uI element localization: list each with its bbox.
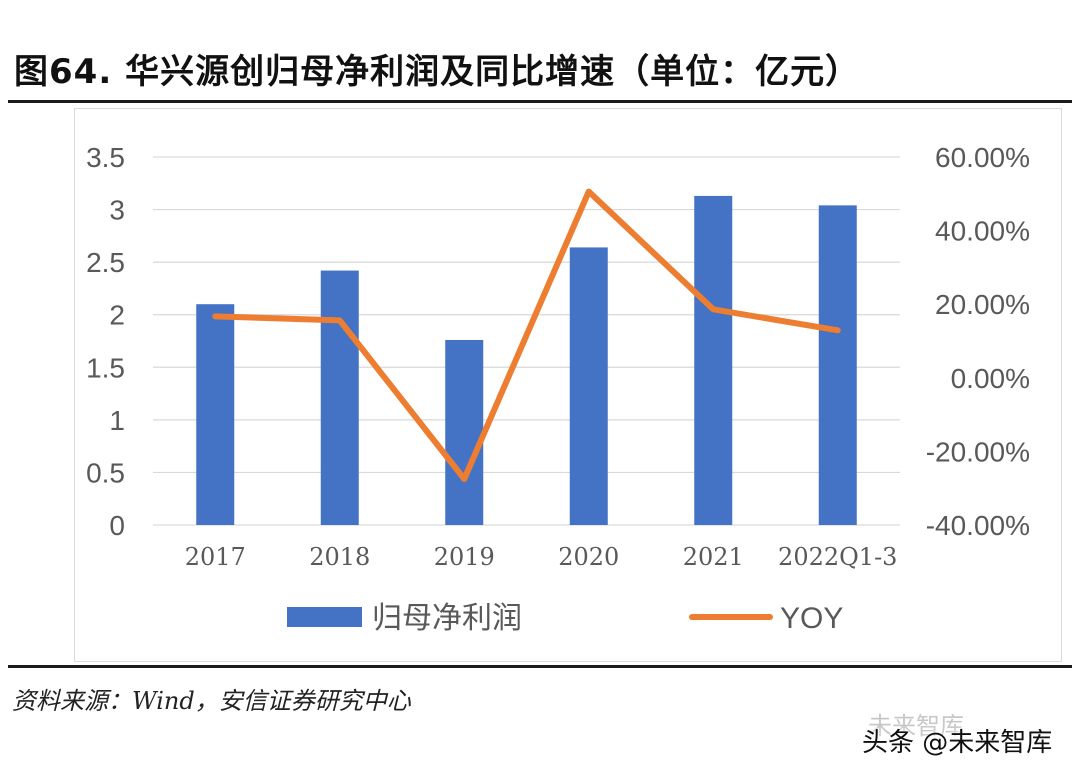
x-tick-label: 2021	[683, 543, 744, 571]
yoy-point	[339, 319, 341, 321]
source-note: 资料来源：Wind，安信证券研究中心	[12, 687, 411, 715]
right-tick-label: -40.00%	[926, 510, 1030, 541]
right-tick-label: 20.00%	[935, 289, 1030, 320]
bar	[320, 270, 359, 525]
right-tick-label: 40.00%	[935, 216, 1030, 247]
legend: 归母净利润 YOY	[287, 601, 843, 636]
bar	[694, 195, 733, 525]
bottom-rule	[8, 665, 1072, 668]
bar	[818, 205, 857, 525]
figure-title: 图64. 华兴源创归母净利润及同比增速（单位：亿元）	[14, 52, 861, 92]
bar	[196, 304, 235, 525]
yoy-point	[712, 308, 714, 310]
left-tick-label: 0.5	[86, 457, 125, 488]
left-tick-label: 3	[109, 195, 125, 226]
bar	[569, 247, 608, 525]
x-tick-label: 2017	[185, 543, 246, 571]
yoy-point	[588, 191, 590, 193]
yoy-point	[837, 329, 839, 331]
left-tick-label: 2	[109, 300, 125, 331]
legend-label-line: YOY	[780, 602, 843, 635]
x-axis-ticks: 2017 2018 2019 2020 2021 2022Q1-3	[185, 543, 898, 571]
legend-label-bar: 归母净利润	[372, 601, 522, 636]
yoy-point	[463, 478, 465, 480]
right-tick-label: 60.00%	[935, 142, 1030, 173]
left-tick-label: 2.5	[86, 247, 125, 278]
credit-text: 头条 @未来智库	[862, 728, 1053, 758]
line-series	[212, 188, 841, 482]
x-tick-label: 2019	[434, 543, 495, 571]
bar-series	[196, 195, 857, 525]
right-tick-label: -20.00%	[926, 436, 1030, 467]
left-axis-ticks: 0 0.5 1 1.5 2 2.5 3 3.5	[86, 142, 125, 541]
right-tick-label: 0.00%	[951, 363, 1030, 394]
bar	[445, 339, 484, 525]
combo-chart: 0 0.5 1 1.5 2 2.5 3 3.5 -40.00% -20.00% 0.00% 20.0…	[86, 142, 1030, 636]
left-tick-label: 0	[109, 510, 125, 541]
x-tick-label: 2018	[309, 543, 370, 571]
watermark-text: 未来智库	[868, 712, 964, 740]
left-tick-label: 1.5	[86, 352, 125, 383]
x-tick-label: 2020	[558, 543, 619, 571]
right-axis-ticks: -40.00% -20.00% 0.00% 20.00% 40.00% 60.00%	[926, 142, 1030, 541]
legend-swatch-bar	[287, 607, 362, 627]
gridlines	[153, 156, 900, 526]
chart-frame	[74, 108, 1062, 662]
yoy-point	[214, 315, 216, 317]
yoy-line	[212, 188, 841, 482]
top-rule	[8, 100, 1072, 103]
left-tick-label: 3.5	[86, 142, 125, 173]
left-tick-label: 1	[109, 405, 125, 436]
x-tick-label: 2022Q1-3	[778, 543, 897, 571]
